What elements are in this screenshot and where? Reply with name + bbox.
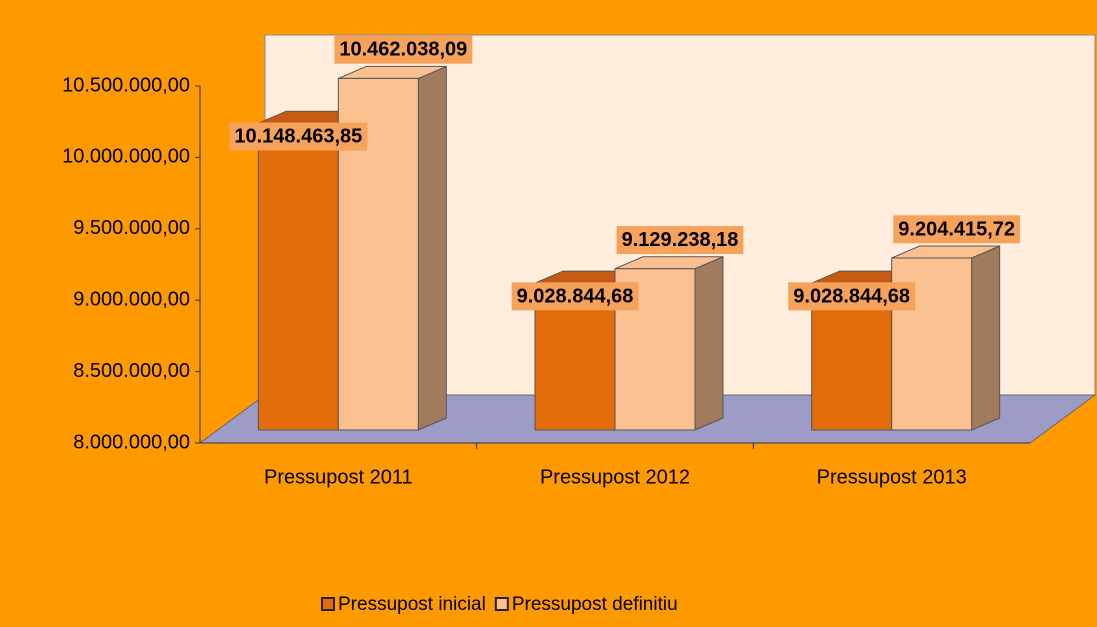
bar — [614, 255, 724, 431]
value-label-text: 9.129.238,18 — [622, 229, 739, 251]
y-tick-label: 10.500.000,00 — [62, 74, 190, 96]
x-tick-label: Pressupost 2011 — [264, 466, 413, 488]
y-tick-label: 9.000.000,00 — [73, 288, 190, 310]
value-label-text: 9.028.844,68 — [793, 285, 910, 307]
bar-side — [971, 245, 1001, 431]
legend-label: Pressupost definitiu — [512, 594, 678, 615]
value-label: 10.148.463,85 — [229, 122, 368, 151]
value-label-box — [334, 35, 473, 64]
value-label-box — [511, 282, 639, 311]
y-tick-label: 10.000.000,00 — [62, 146, 190, 168]
bar — [891, 245, 1001, 431]
value-label: 9.028.844,68 — [511, 282, 639, 311]
bar-side — [417, 65, 447, 431]
value-label-text: 9.204.415,72 — [898, 218, 1015, 240]
value-label: 9.129.238,18 — [616, 226, 744, 255]
y-tick-label: 8.500.000,00 — [73, 360, 190, 382]
legend-swatch — [494, 597, 509, 611]
value-label-box — [893, 215, 1021, 244]
legend-swatch — [321, 597, 335, 611]
bar-front — [257, 122, 339, 431]
bar — [337, 65, 447, 431]
legend-label: Pressupost inicial — [338, 594, 486, 615]
value-label-box — [616, 226, 744, 255]
value-label: 10.462.038,09 — [334, 35, 473, 64]
value-label-text: 10.148.463,85 — [234, 125, 362, 147]
value-label-text: 9.028.844,68 — [517, 285, 634, 307]
x-tick-label: Pressupost 2012 — [540, 466, 690, 488]
y-tick-label: 9.500.000,00 — [73, 217, 190, 239]
value-label-box — [229, 122, 368, 151]
bar-side — [694, 255, 724, 431]
value-label: 9.204.415,72 — [893, 215, 1021, 244]
value-label: 9.028.844,68 — [788, 282, 916, 311]
value-label-text: 10.462.038,09 — [339, 39, 467, 61]
x-tick-label: Pressupost 2013 — [817, 466, 967, 488]
value-label-box — [788, 282, 916, 311]
y-tick-label: 8.000.000,00 — [73, 431, 190, 453]
